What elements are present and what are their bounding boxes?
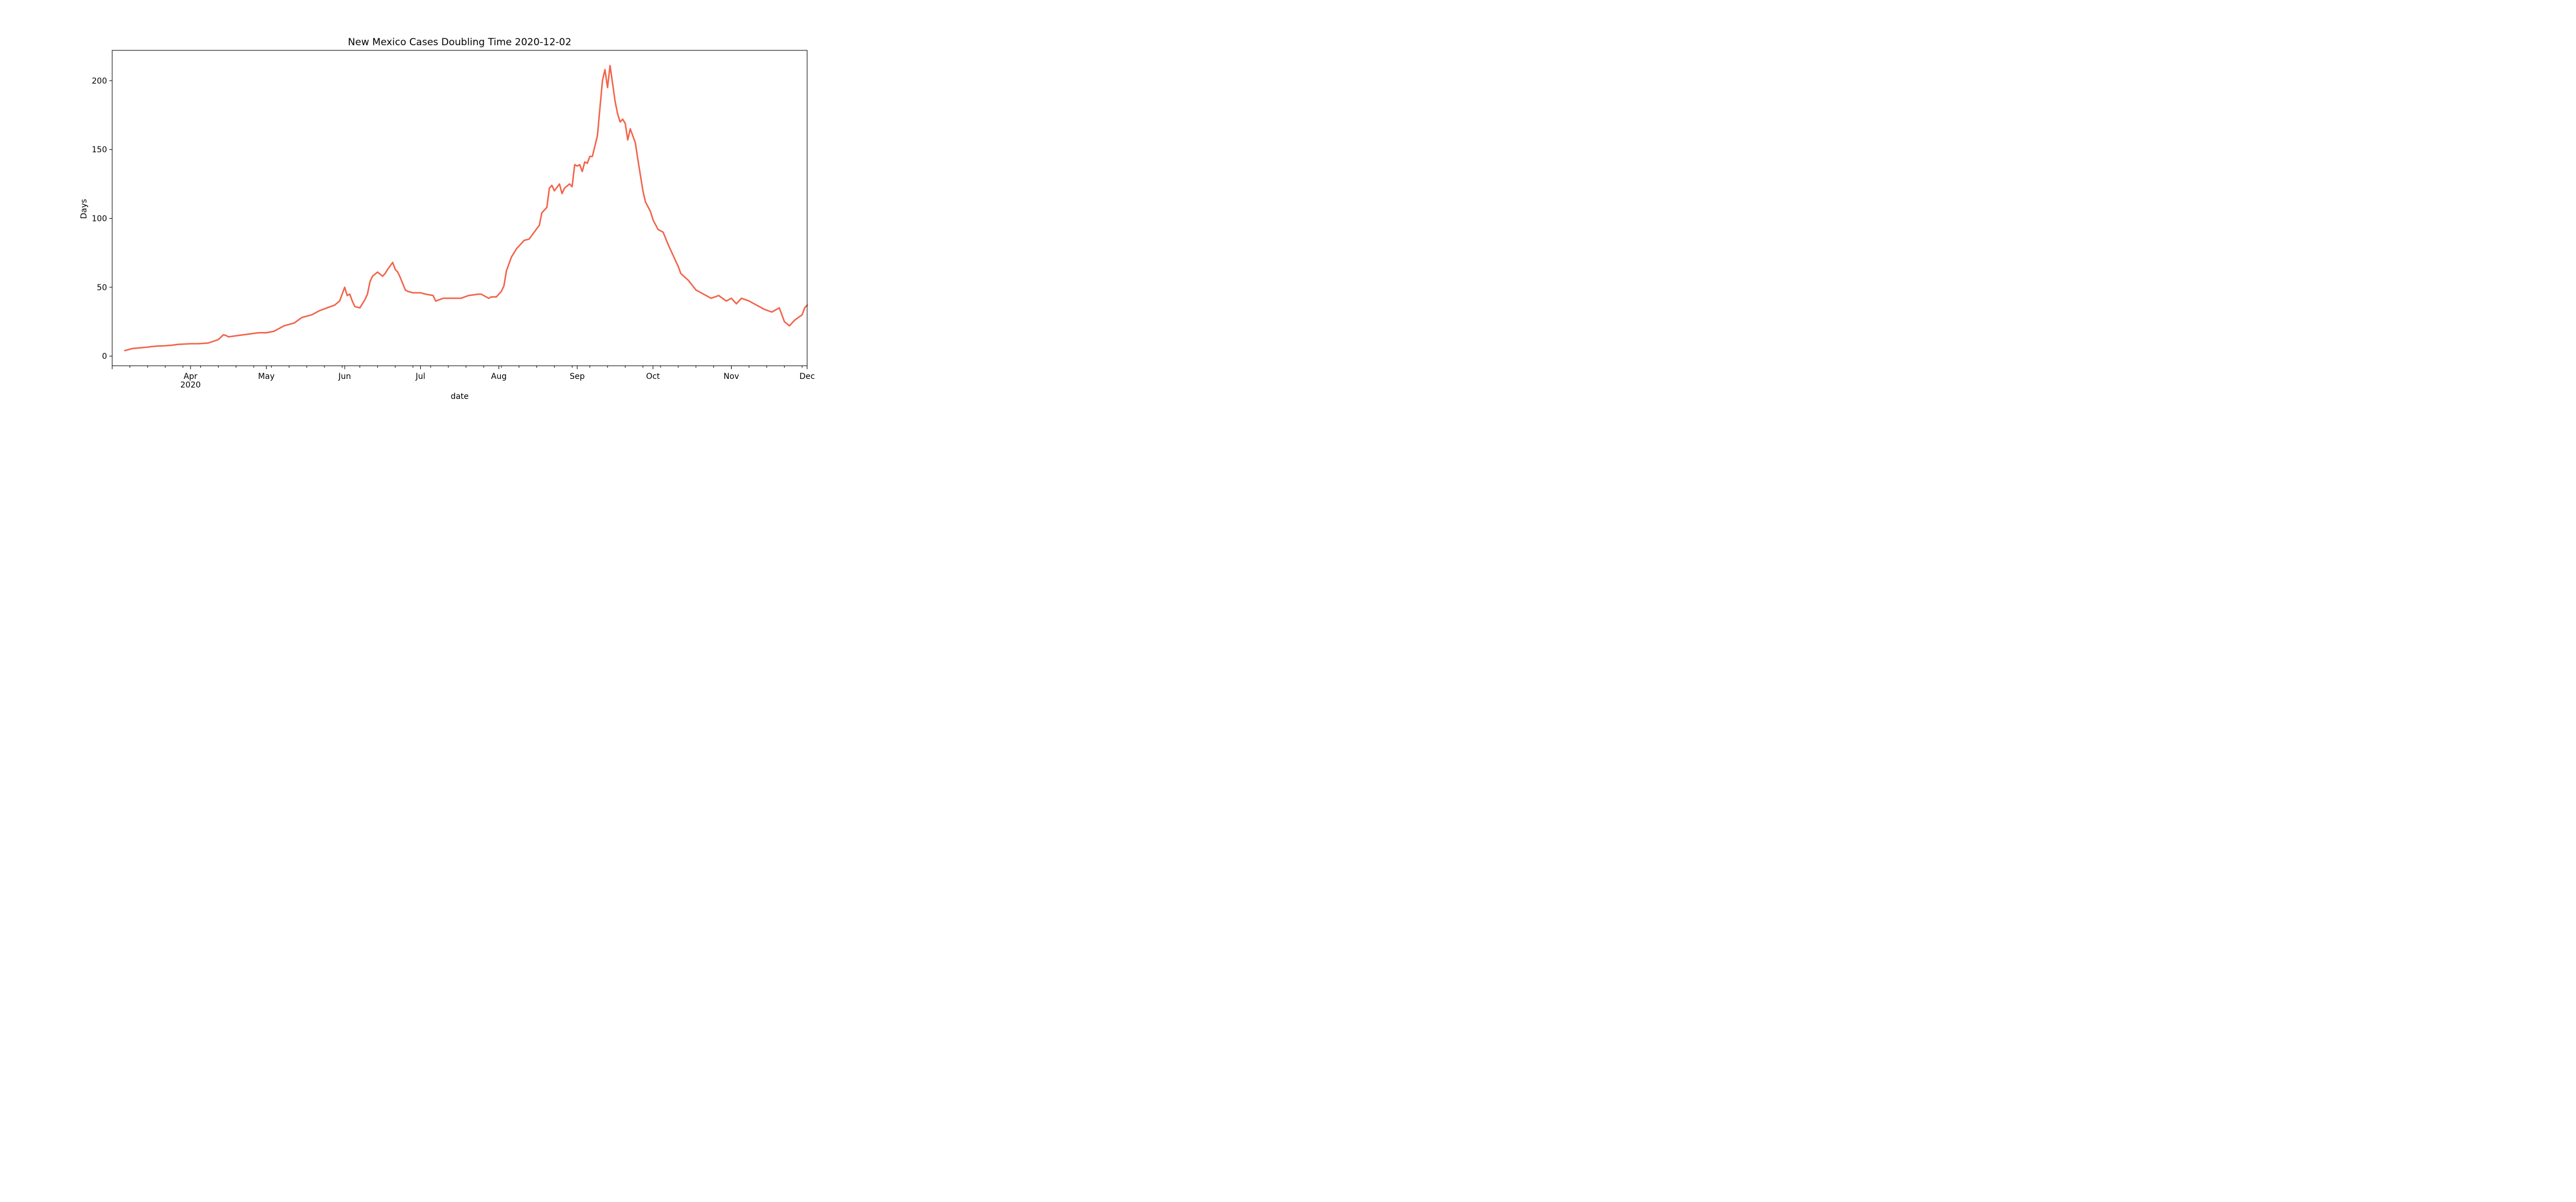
y-tick-label: 0 — [102, 352, 107, 361]
y-axis: 0 50 100 150 200 — [92, 77, 112, 361]
y-tick-label: 150 — [92, 145, 107, 155]
y-tick-label: 50 — [97, 283, 107, 292]
y-tick-label: 200 — [92, 77, 107, 86]
line-chart: New Mexico Cases Doubling Time 2020-12-0… — [80, 37, 815, 401]
x-tick-label: Apr — [184, 372, 197, 381]
x-tick-label: Jun — [338, 372, 351, 381]
plot-frame — [112, 50, 808, 366]
x-tick-label: May — [258, 372, 275, 381]
y-tick-label: 100 — [92, 215, 107, 224]
series-area — [124, 65, 808, 351]
doubling-time-line — [124, 65, 808, 351]
y-axis-label: Days — [80, 199, 89, 219]
x-tick-label: Aug — [491, 372, 507, 381]
x-tick-label: Nov — [724, 372, 739, 381]
x-axis-label: date — [451, 392, 469, 401]
chart-figure: New Mexico Cases Doubling Time 2020-12-0… — [0, 0, 887, 429]
x-tick-label: Sep — [570, 372, 585, 381]
x-tick-year-label: 2020 — [180, 381, 201, 390]
x-tick-label: Oct — [646, 372, 661, 381]
x-tick-label: Jul — [415, 372, 425, 381]
x-tick-label: Dec — [799, 372, 815, 381]
chart-title: New Mexico Cases Doubling Time 2020-12-0… — [348, 37, 571, 48]
